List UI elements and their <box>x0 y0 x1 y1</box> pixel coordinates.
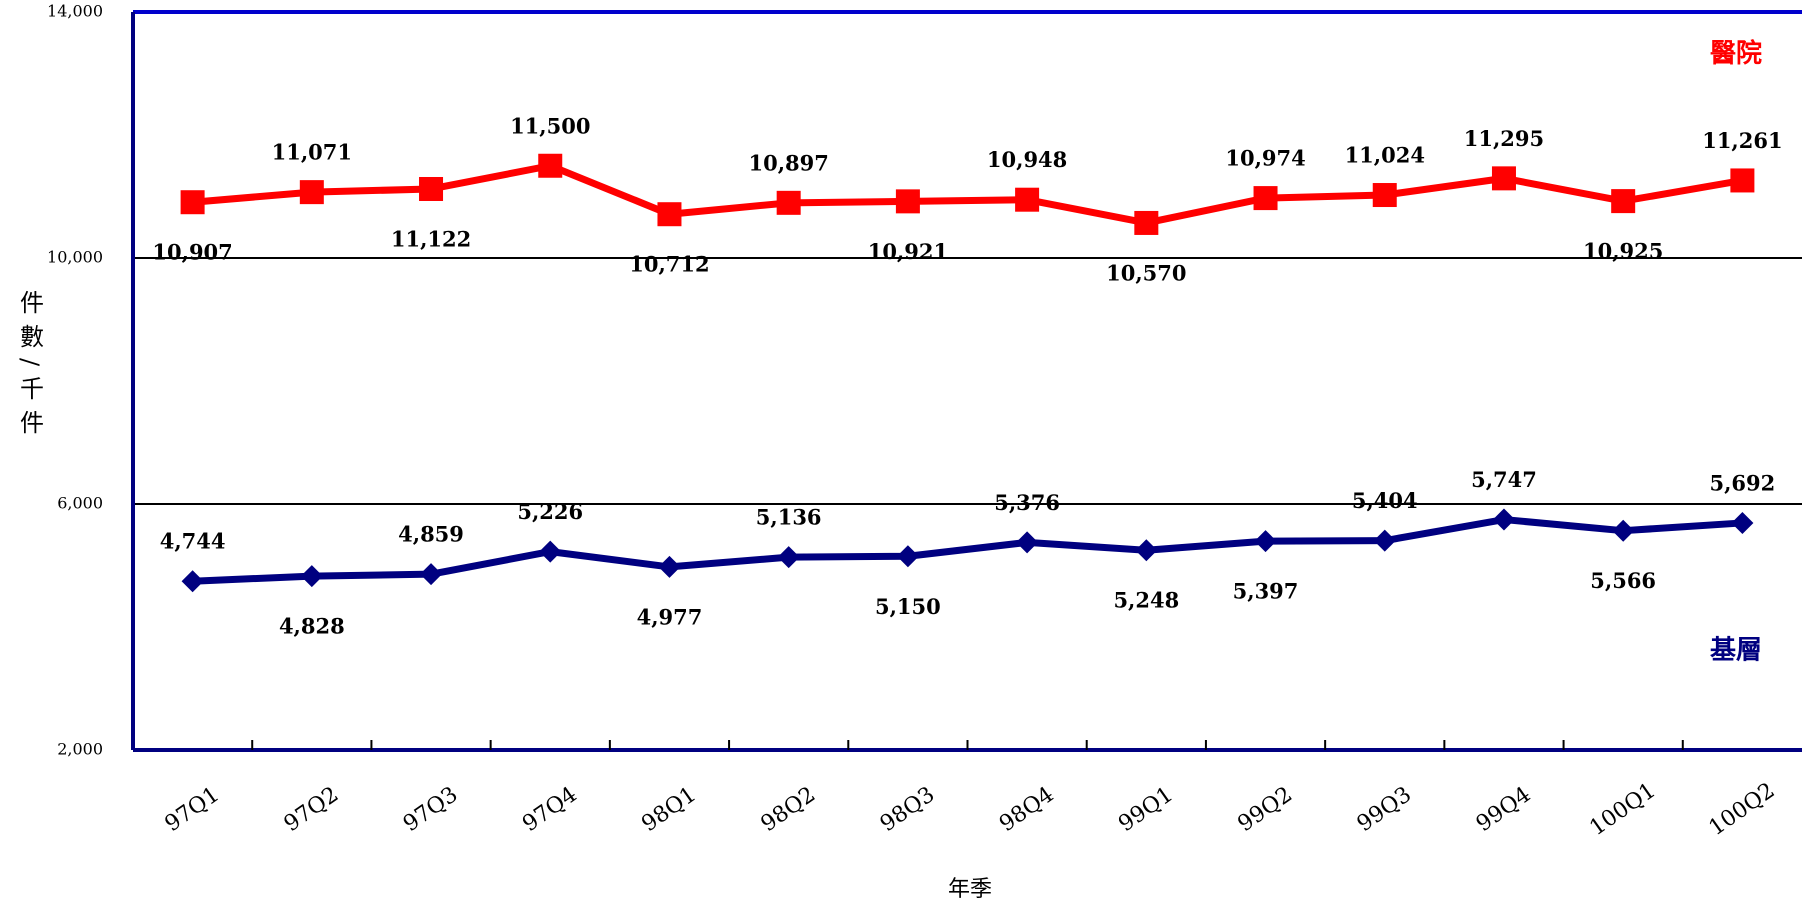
x-tick-label: 99Q4 <box>1472 782 1536 837</box>
marker <box>777 546 800 569</box>
marker <box>1016 531 1039 554</box>
value-label: 4,744 <box>160 529 226 554</box>
y-tick-label: 14,000 <box>47 2 103 21</box>
marker <box>1015 187 1040 212</box>
x-axis-title: 年季 <box>948 877 992 902</box>
y-tick-label: 2,000 <box>57 740 103 759</box>
marker <box>1731 511 1754 534</box>
value-label: 5,404 <box>1352 488 1418 513</box>
marker <box>896 545 919 568</box>
marker <box>419 176 444 201</box>
value-label: 5,692 <box>1710 470 1776 495</box>
marker <box>1134 210 1159 235</box>
marker <box>539 540 562 563</box>
value-label: 11,122 <box>391 226 471 251</box>
x-tick-label: 98Q1 <box>637 782 701 837</box>
marker <box>1730 168 1755 193</box>
value-label: 10,925 <box>1583 239 1663 264</box>
x-tick-label: 100Q1 <box>1585 778 1660 841</box>
value-label: 5,397 <box>1233 579 1299 604</box>
marker <box>300 565 323 588</box>
value-label: 10,570 <box>1106 260 1186 285</box>
series-name: 醫院 <box>1710 38 1762 69</box>
value-label: 4,828 <box>279 614 345 639</box>
marker <box>1611 189 1636 214</box>
marker <box>1491 166 1516 191</box>
x-tick-label: 97Q1 <box>161 782 225 837</box>
marker <box>1135 539 1158 562</box>
value-label: 10,907 <box>152 240 232 265</box>
value-label: 10,897 <box>748 150 828 175</box>
marker <box>1373 529 1396 552</box>
value-label: 11,261 <box>1702 128 1782 153</box>
y-tick-label: 10,000 <box>47 248 103 267</box>
x-tick-label: 98Q3 <box>876 782 940 837</box>
x-tick-label: 98Q2 <box>757 782 821 837</box>
marker <box>1254 530 1277 553</box>
marker <box>181 570 204 593</box>
value-label: 4,859 <box>398 522 464 547</box>
value-label: 5,747 <box>1471 467 1537 492</box>
marker <box>895 189 920 214</box>
x-tick-label: 99Q1 <box>1114 782 1178 837</box>
marker <box>420 563 443 586</box>
marker <box>538 153 563 178</box>
value-label: 5,566 <box>1590 568 1656 593</box>
value-label: 5,150 <box>875 594 941 619</box>
x-tick-label: 98Q4 <box>995 782 1059 837</box>
x-tick-label: 100Q2 <box>1705 778 1780 841</box>
marker <box>1492 508 1515 531</box>
value-label: 11,500 <box>510 113 590 138</box>
marker <box>1253 186 1278 211</box>
value-label: 4,977 <box>637 604 703 629</box>
x-tick-label: 99Q3 <box>1353 782 1417 837</box>
y-tick-label: 6,000 <box>57 494 103 513</box>
series-name: 基層 <box>1710 636 1762 666</box>
value-label: 10,948 <box>987 147 1067 172</box>
marker <box>299 180 324 205</box>
x-tick-label: 97Q2 <box>280 782 344 837</box>
marker <box>776 190 801 215</box>
y-axis-title: 件數/千件 <box>16 290 44 444</box>
x-tick-label: 97Q3 <box>399 782 463 837</box>
value-label: 5,376 <box>994 490 1060 515</box>
value-label: 5,136 <box>756 505 822 530</box>
marker <box>1372 183 1397 208</box>
value-label: 11,024 <box>1345 143 1425 168</box>
marker <box>180 190 205 215</box>
value-label: 10,974 <box>1225 146 1305 171</box>
x-tick-label: 99Q2 <box>1233 782 1297 837</box>
value-label: 10,712 <box>629 252 709 277</box>
series-line <box>192 516 1743 585</box>
value-label: 11,071 <box>272 140 352 165</box>
value-label: 5,226 <box>517 499 583 524</box>
x-tick-label: 97Q4 <box>518 782 582 837</box>
marker <box>658 555 681 578</box>
series-line <box>192 162 1743 227</box>
marker <box>657 202 682 227</box>
value-label: 5,248 <box>1113 588 1179 613</box>
marker <box>1612 519 1635 542</box>
value-label: 10,921 <box>868 239 948 264</box>
value-label: 11,295 <box>1464 126 1544 151</box>
